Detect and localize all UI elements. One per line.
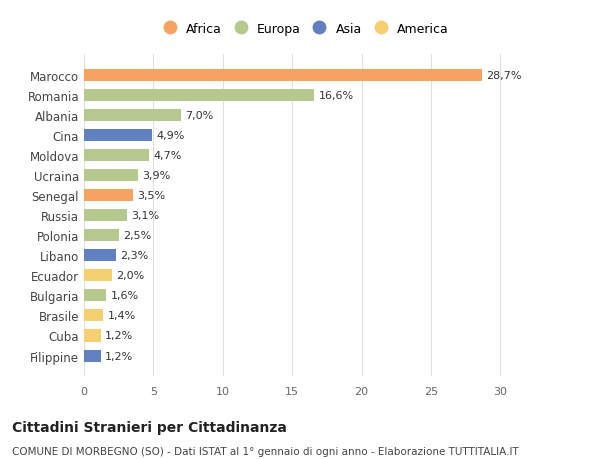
- Text: 2,0%: 2,0%: [116, 271, 144, 281]
- Bar: [84, 150, 149, 162]
- Text: 1,2%: 1,2%: [105, 351, 133, 361]
- Text: 1,2%: 1,2%: [105, 331, 133, 341]
- Text: 28,7%: 28,7%: [487, 71, 522, 81]
- Text: 4,9%: 4,9%: [156, 131, 185, 141]
- Bar: [84, 290, 106, 302]
- Bar: [84, 330, 101, 342]
- Bar: [84, 190, 133, 202]
- Bar: [84, 230, 119, 242]
- Text: 1,4%: 1,4%: [107, 311, 136, 321]
- Text: 1,6%: 1,6%: [110, 291, 139, 301]
- Bar: [84, 250, 116, 262]
- Bar: [84, 210, 127, 222]
- Text: 4,7%: 4,7%: [154, 151, 182, 161]
- Bar: [84, 350, 101, 362]
- Text: 2,3%: 2,3%: [120, 251, 148, 261]
- Text: COMUNE DI MORBEGNO (SO) - Dati ISTAT al 1° gennaio di ogni anno - Elaborazione T: COMUNE DI MORBEGNO (SO) - Dati ISTAT al …: [12, 447, 519, 456]
- Bar: [84, 70, 482, 82]
- Text: Cittadini Stranieri per Cittadinanza: Cittadini Stranieri per Cittadinanza: [12, 420, 287, 435]
- Bar: [84, 310, 103, 322]
- Text: 3,9%: 3,9%: [142, 171, 170, 181]
- Bar: [84, 90, 314, 102]
- Bar: [84, 270, 112, 282]
- Bar: [84, 110, 181, 122]
- Legend: Africa, Europa, Asia, America: Africa, Europa, Asia, America: [160, 20, 452, 40]
- Bar: [84, 130, 152, 142]
- Text: 2,5%: 2,5%: [123, 231, 151, 241]
- Bar: [84, 170, 138, 182]
- Text: 7,0%: 7,0%: [185, 111, 214, 121]
- Text: 16,6%: 16,6%: [319, 91, 353, 101]
- Text: 3,5%: 3,5%: [137, 191, 165, 201]
- Text: 3,1%: 3,1%: [131, 211, 160, 221]
